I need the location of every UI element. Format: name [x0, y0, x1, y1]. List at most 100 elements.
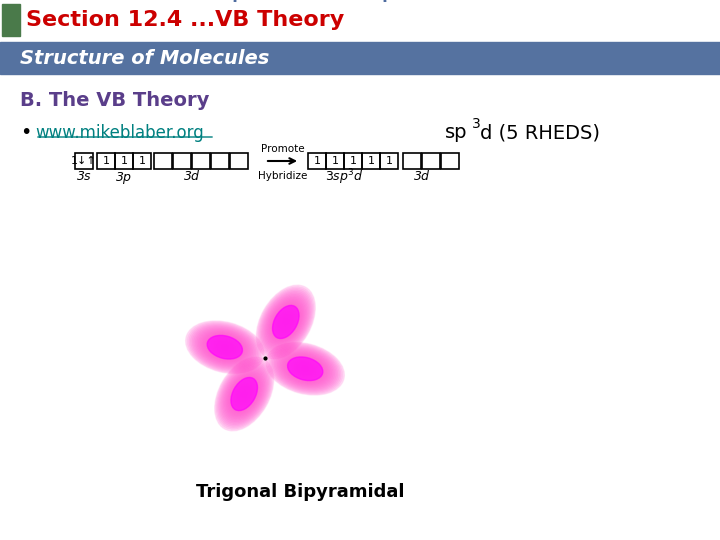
Ellipse shape — [287, 357, 323, 381]
Ellipse shape — [258, 288, 313, 356]
Ellipse shape — [282, 353, 329, 384]
Bar — [441, 153, 459, 169]
Ellipse shape — [227, 372, 262, 416]
Ellipse shape — [231, 377, 258, 410]
Ellipse shape — [274, 307, 297, 337]
Ellipse shape — [288, 357, 323, 380]
Text: 1: 1 — [349, 156, 356, 166]
Ellipse shape — [189, 323, 261, 372]
Bar — [192, 153, 210, 169]
Text: 1: 1 — [138, 156, 145, 166]
Ellipse shape — [289, 358, 321, 379]
Bar — [173, 153, 191, 169]
Ellipse shape — [276, 349, 335, 389]
Ellipse shape — [267, 299, 305, 346]
Ellipse shape — [271, 303, 301, 341]
Ellipse shape — [264, 295, 307, 348]
Bar — [211, 153, 229, 169]
Text: 1↓↑: 1↓↑ — [71, 156, 97, 166]
Ellipse shape — [220, 363, 269, 425]
Ellipse shape — [272, 347, 338, 391]
Ellipse shape — [228, 373, 261, 415]
Ellipse shape — [220, 364, 268, 423]
Ellipse shape — [223, 368, 266, 421]
Bar — [133, 153, 151, 169]
Bar — [308, 153, 326, 169]
Ellipse shape — [277, 350, 333, 388]
Ellipse shape — [225, 370, 263, 417]
Bar — [362, 153, 380, 169]
Text: •: • — [20, 124, 32, 143]
Ellipse shape — [197, 328, 253, 366]
Ellipse shape — [231, 378, 257, 410]
Ellipse shape — [186, 321, 264, 374]
Bar — [326, 153, 344, 169]
Ellipse shape — [192, 325, 258, 369]
Ellipse shape — [287, 356, 324, 381]
Ellipse shape — [269, 345, 341, 393]
Ellipse shape — [204, 334, 246, 361]
Ellipse shape — [283, 354, 327, 383]
Ellipse shape — [203, 333, 247, 362]
Bar — [403, 153, 421, 169]
Text: Trigonal Bipyramidal: Trigonal Bipyramidal — [196, 483, 404, 501]
Bar — [422, 153, 440, 169]
Text: $3sp^3d$: $3sp^3d$ — [325, 167, 364, 187]
Bar — [344, 153, 362, 169]
Ellipse shape — [207, 336, 242, 359]
Ellipse shape — [268, 343, 343, 394]
Ellipse shape — [230, 376, 258, 411]
Text: 1: 1 — [120, 156, 127, 166]
Ellipse shape — [271, 346, 340, 392]
Text: 3: 3 — [472, 117, 481, 131]
Text: B. The VB Theory: B. The VB Theory — [20, 91, 210, 110]
Ellipse shape — [258, 287, 314, 357]
Ellipse shape — [271, 305, 300, 340]
Text: 1: 1 — [367, 156, 374, 166]
Ellipse shape — [266, 342, 344, 395]
Ellipse shape — [187, 322, 262, 373]
Ellipse shape — [190, 324, 259, 370]
Ellipse shape — [217, 360, 271, 428]
Ellipse shape — [198, 329, 251, 365]
Text: 1: 1 — [102, 156, 109, 166]
Ellipse shape — [279, 351, 332, 387]
Ellipse shape — [266, 297, 306, 347]
Text: 3d: 3d — [414, 171, 430, 184]
Ellipse shape — [285, 355, 325, 382]
Bar — [380, 153, 398, 169]
Ellipse shape — [262, 293, 310, 352]
Text: Hybridize: Hybridize — [258, 171, 307, 181]
Bar — [230, 153, 248, 169]
Ellipse shape — [202, 332, 248, 363]
Text: 3s: 3s — [77, 171, 91, 184]
Text: sp: sp — [445, 124, 467, 143]
Ellipse shape — [224, 369, 264, 419]
Ellipse shape — [264, 294, 308, 350]
Ellipse shape — [256, 285, 315, 359]
Bar — [154, 153, 172, 169]
Ellipse shape — [268, 300, 304, 344]
Bar — [0, 0, 720, 40]
Ellipse shape — [195, 327, 255, 367]
Ellipse shape — [206, 335, 243, 360]
Ellipse shape — [216, 359, 272, 429]
Ellipse shape — [229, 375, 259, 413]
Text: Section 12.4 ...VB Theory: Section 12.4 ...VB Theory — [26, 10, 344, 30]
Ellipse shape — [209, 337, 240, 357]
Text: 3d: 3d — [184, 171, 200, 184]
Ellipse shape — [215, 357, 274, 431]
Ellipse shape — [273, 306, 299, 339]
Text: d (5 RHEDS): d (5 RHEDS) — [480, 124, 600, 143]
Text: Structure of Molecules: Structure of Molecules — [20, 49, 269, 68]
Text: 3p: 3p — [116, 171, 132, 184]
Text: Promote: Promote — [261, 144, 305, 154]
Ellipse shape — [273, 306, 299, 338]
Ellipse shape — [280, 352, 330, 386]
Ellipse shape — [274, 348, 336, 390]
Ellipse shape — [260, 289, 312, 354]
Ellipse shape — [222, 366, 266, 422]
Bar — [75, 153, 93, 169]
Ellipse shape — [261, 291, 310, 353]
Ellipse shape — [194, 326, 256, 368]
